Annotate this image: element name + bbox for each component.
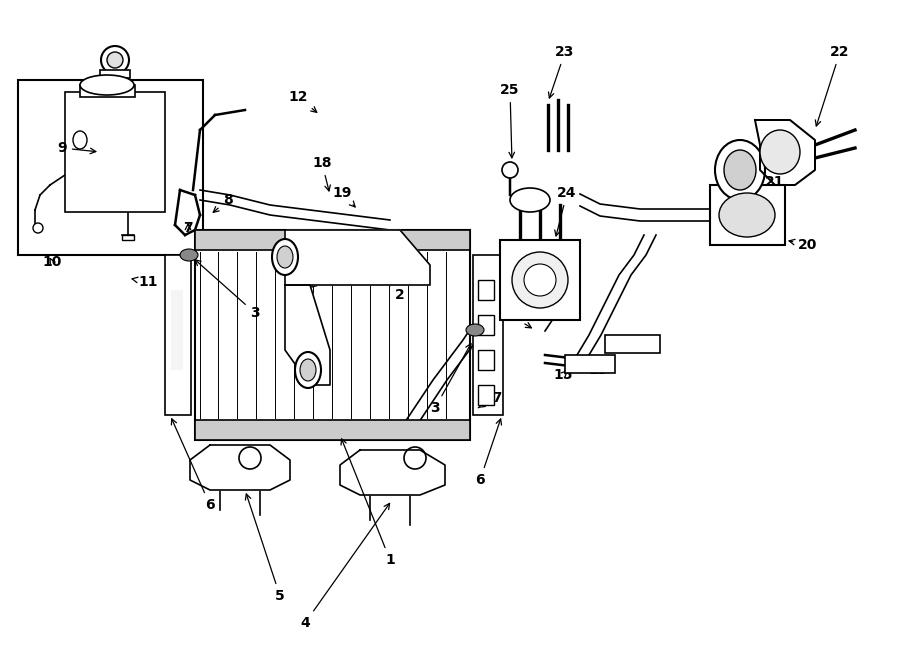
Bar [605, 335, 660, 353]
Text: 6: 6 [475, 419, 501, 487]
Bar [478, 280, 494, 300]
Text: 25: 25 [500, 83, 520, 158]
Text: 12: 12 [288, 90, 317, 112]
Ellipse shape [724, 150, 756, 190]
Bar [195, 230, 470, 440]
Bar [478, 315, 494, 335]
Text: 15: 15 [554, 368, 572, 382]
Circle shape [404, 447, 426, 469]
Text: 22: 22 [815, 45, 850, 126]
Circle shape [33, 223, 43, 233]
Text: 19: 19 [332, 186, 356, 207]
Ellipse shape [715, 140, 765, 200]
Bar [80, 85, 135, 97]
Ellipse shape [466, 324, 484, 336]
Bar [171, 290, 183, 370]
Text: 20: 20 [789, 238, 818, 252]
Text: 8: 8 [213, 193, 233, 212]
Bar [195, 230, 470, 250]
Circle shape [502, 162, 518, 178]
Bar [165, 255, 191, 415]
Text: 16: 16 [500, 308, 531, 328]
Text: 13: 13 [583, 362, 608, 377]
Bar [478, 385, 494, 405]
Ellipse shape [300, 359, 316, 381]
Text: 6: 6 [171, 419, 215, 512]
Text: 3: 3 [430, 344, 471, 415]
Text: 1: 1 [341, 439, 395, 567]
Bar [478, 350, 494, 370]
Bar [100, 70, 130, 78]
Polygon shape [190, 445, 290, 490]
Ellipse shape [510, 188, 550, 212]
Text: 10: 10 [42, 255, 62, 269]
Ellipse shape [295, 352, 321, 388]
Text: 5: 5 [246, 494, 285, 603]
Text: 18: 18 [312, 156, 332, 191]
Polygon shape [285, 230, 430, 285]
Ellipse shape [80, 75, 134, 95]
Ellipse shape [73, 131, 87, 149]
Text: 17: 17 [478, 391, 503, 408]
Text: 21: 21 [756, 175, 785, 190]
Text: 2: 2 [343, 240, 405, 302]
Text: 7: 7 [184, 221, 193, 235]
Ellipse shape [524, 264, 556, 296]
Ellipse shape [180, 249, 198, 261]
Ellipse shape [272, 239, 298, 275]
Circle shape [101, 46, 129, 74]
Ellipse shape [760, 130, 800, 174]
Text: 9: 9 [58, 141, 95, 155]
Bar [122, 235, 134, 240]
Bar [65, 92, 165, 212]
Bar [18, 80, 203, 255]
Polygon shape [340, 450, 445, 495]
Ellipse shape [719, 193, 775, 237]
Text: 3: 3 [195, 260, 260, 320]
Circle shape [107, 52, 123, 68]
Bar [473, 255, 503, 415]
Text: 11: 11 [132, 275, 157, 289]
Text: 4: 4 [300, 504, 390, 630]
Text: 24: 24 [554, 186, 577, 236]
Polygon shape [755, 120, 815, 185]
Bar [500, 240, 580, 320]
Bar [710, 185, 785, 245]
Polygon shape [285, 285, 330, 385]
Text: 19: 19 [311, 261, 343, 288]
Text: 14: 14 [637, 338, 657, 352]
Bar [565, 355, 615, 373]
Circle shape [239, 447, 261, 469]
Ellipse shape [512, 252, 568, 308]
Bar [195, 420, 470, 440]
Text: 23: 23 [548, 45, 575, 98]
Ellipse shape [277, 246, 293, 268]
